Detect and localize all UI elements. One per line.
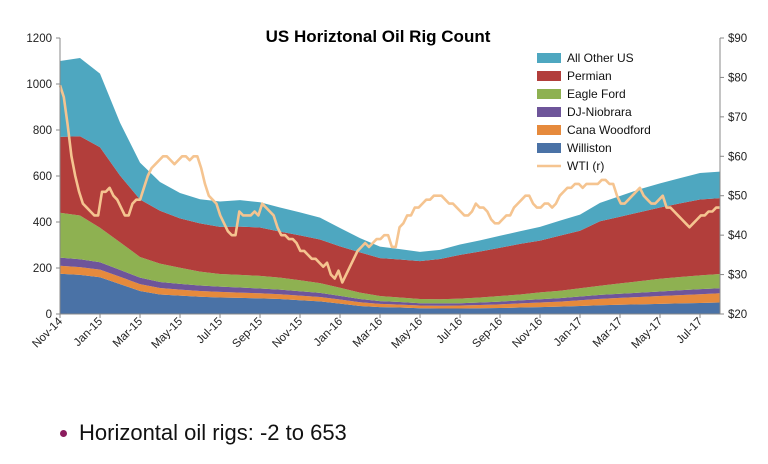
x-tick-label: Sep-15	[230, 316, 265, 351]
rig-count-chart: US Horiztonal Oil Rig Count 0 200 400 600 80…	[26, 27, 747, 352]
x-tick-label: Mar-15	[111, 316, 145, 350]
x-tick-label: Jul-15	[194, 316, 225, 347]
area-permian	[60, 136, 720, 300]
area-all-other-us	[60, 58, 720, 262]
left-tick-label: 1200	[26, 33, 52, 45]
legend-label-dj-niobrara: DJ-Niobrara	[567, 105, 632, 119]
left-tick-label: 1000	[26, 79, 52, 91]
legend-label-cana-woodford: Cana Woodford	[567, 123, 651, 137]
legend-swatch-permian	[537, 71, 561, 81]
chart-legend: All Other US Permian Eagle Ford DJ-Niobrara…	[537, 51, 651, 173]
legend-swatch-cana-woodford	[537, 125, 561, 135]
x-tick-label: Mar-16	[351, 316, 385, 350]
x-tick-label: Jan-15	[72, 316, 105, 349]
summary-bullet: Horizontal oil rigs: -2 to 653	[60, 420, 347, 446]
legend-swatch-eagle-ford	[537, 89, 561, 99]
area-eagle-ford	[60, 212, 720, 304]
left-tick-label: 800	[33, 125, 52, 137]
x-tick-label: Jan-17	[552, 316, 585, 349]
legend-label-all-other-us: All Other US	[567, 51, 634, 65]
x-tick-label: Sep-16	[470, 316, 505, 351]
x-tick-label: Nov-15	[270, 316, 305, 351]
legend-label-wti-r-: WTI (r)	[567, 159, 604, 173]
wti-line	[58, 84, 720, 284]
right-tick-label: $40	[728, 230, 747, 242]
chart-title: US Horiztonal Oil Rig Count	[266, 27, 491, 46]
legend-swatch-dj-niobrara	[537, 107, 561, 117]
x-tick-label: Mar-17	[591, 316, 625, 350]
legend-label-permian: Permian	[567, 69, 612, 83]
x-tick-label: Jan-16	[312, 316, 345, 349]
left-tick-label: 0	[46, 309, 52, 321]
area-williston	[60, 273, 720, 314]
legend-swatch-williston	[537, 143, 561, 153]
right-tick-label: $30	[728, 270, 747, 282]
right-tick-label: $80	[728, 72, 747, 84]
right-tick-label: $70	[728, 112, 747, 124]
right-tick-label: $60	[728, 151, 747, 163]
left-tick-label: 600	[33, 171, 52, 183]
legend-swatch-all-other-us	[537, 53, 561, 63]
x-tick-label: May-15	[150, 316, 186, 352]
left-tick-label: 200	[33, 263, 52, 275]
x-tick-label: Jul-16	[434, 316, 465, 347]
legend-label-williston: Williston	[567, 141, 612, 155]
x-tick-label: May-17	[630, 316, 666, 352]
stacked-areas	[60, 58, 720, 314]
x-tick-label: Jul-17	[674, 316, 705, 347]
x-tick-label: May-16	[390, 316, 426, 352]
wti-line-layer	[58, 84, 720, 284]
summary-text: Horizontal oil rigs: -2 to 653	[79, 420, 347, 445]
right-tick-label: $90	[728, 33, 747, 45]
left-tick-label: 400	[33, 217, 52, 229]
right-tick-label: $50	[728, 191, 747, 203]
legend-label-eagle-ford: Eagle Ford	[567, 87, 626, 101]
bullet-dot-icon	[60, 429, 67, 437]
right-tick-label: $20	[728, 309, 747, 321]
x-tick-label: Nov-16	[510, 316, 545, 351]
